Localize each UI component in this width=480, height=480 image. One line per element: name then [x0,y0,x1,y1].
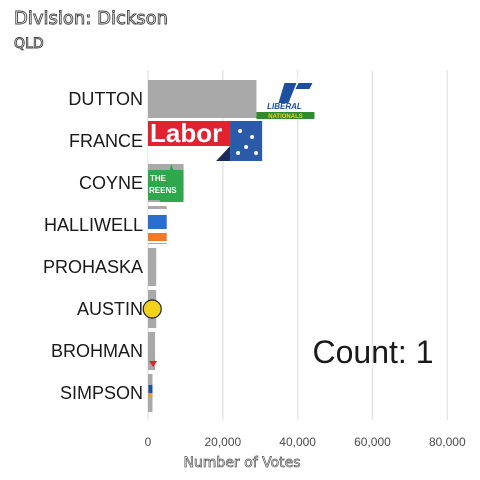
logo-background [148,170,184,200]
logo-mark [216,146,231,161]
logo-mark [142,299,162,319]
logo-background [148,121,231,146]
logo-mark [148,393,153,397]
logo-text: Labor [150,118,222,148]
x-tick-label: 0 [145,435,152,449]
x-axis-ticks: 0 20,000 40,000 60,000 80,000 [145,435,466,449]
bar [148,248,157,286]
logo-text: THE [150,174,167,183]
category-label: SIMPSON [60,383,143,403]
liberal-nationals-logo: LIBERAL NATIONALS [256,79,315,120]
logo-text: NATIONALS [268,114,303,120]
count-label: Count: 1 [313,334,434,370]
logo-flag [230,121,263,161]
category-label: AUSTIN [77,299,143,319]
logo-band [256,112,315,119]
minor-party-logo [149,361,158,367]
flag-star [250,135,255,139]
x-tick-label: 60,000 [354,435,391,449]
labor-logo: Labor [148,118,263,161]
chart-subtitle: QLD [14,36,44,53]
category-label: COYNE [79,173,143,193]
party-logos: LIBERAL NATIONALS Labor THE REENS [142,79,315,397]
category-label: HALLIWELL [44,215,143,235]
minor-party-logo [148,209,167,243]
chart-title: Division: Dickson [14,8,169,30]
logo-text: REENS [149,186,177,195]
flag-star [244,145,249,149]
flag-star [254,151,259,155]
greens-logo: THE REENS [148,164,184,202]
category-label: PROHASKA [43,257,143,277]
logo-mark [295,83,313,89]
x-tick-label: 80,000 [429,435,466,449]
flag-star [238,129,243,133]
logo-mark [148,233,167,241]
logo-mark [278,83,297,103]
x-axis-title: Number of Votes [183,455,300,471]
logo-mark [148,215,167,229]
logo-mark [148,385,153,393]
category-label: DUTTON [68,89,143,109]
category-label: BROHMAN [51,341,143,361]
x-tick-label: 20,000 [204,435,241,449]
logo-mark [149,361,158,367]
category-label: FRANCE [69,131,143,151]
minor-party-logo [142,299,162,319]
logo-background [148,146,231,161]
bar [148,332,156,370]
x-tick-label: 40,000 [279,435,316,449]
flag-star [236,151,241,155]
category-labels: DUTTON FRANCE COYNE HALLIWELL PROHASKA AUSTIN… [43,89,143,403]
logo-text: LIBERAL [267,102,302,111]
minor-party-logo [148,385,153,397]
